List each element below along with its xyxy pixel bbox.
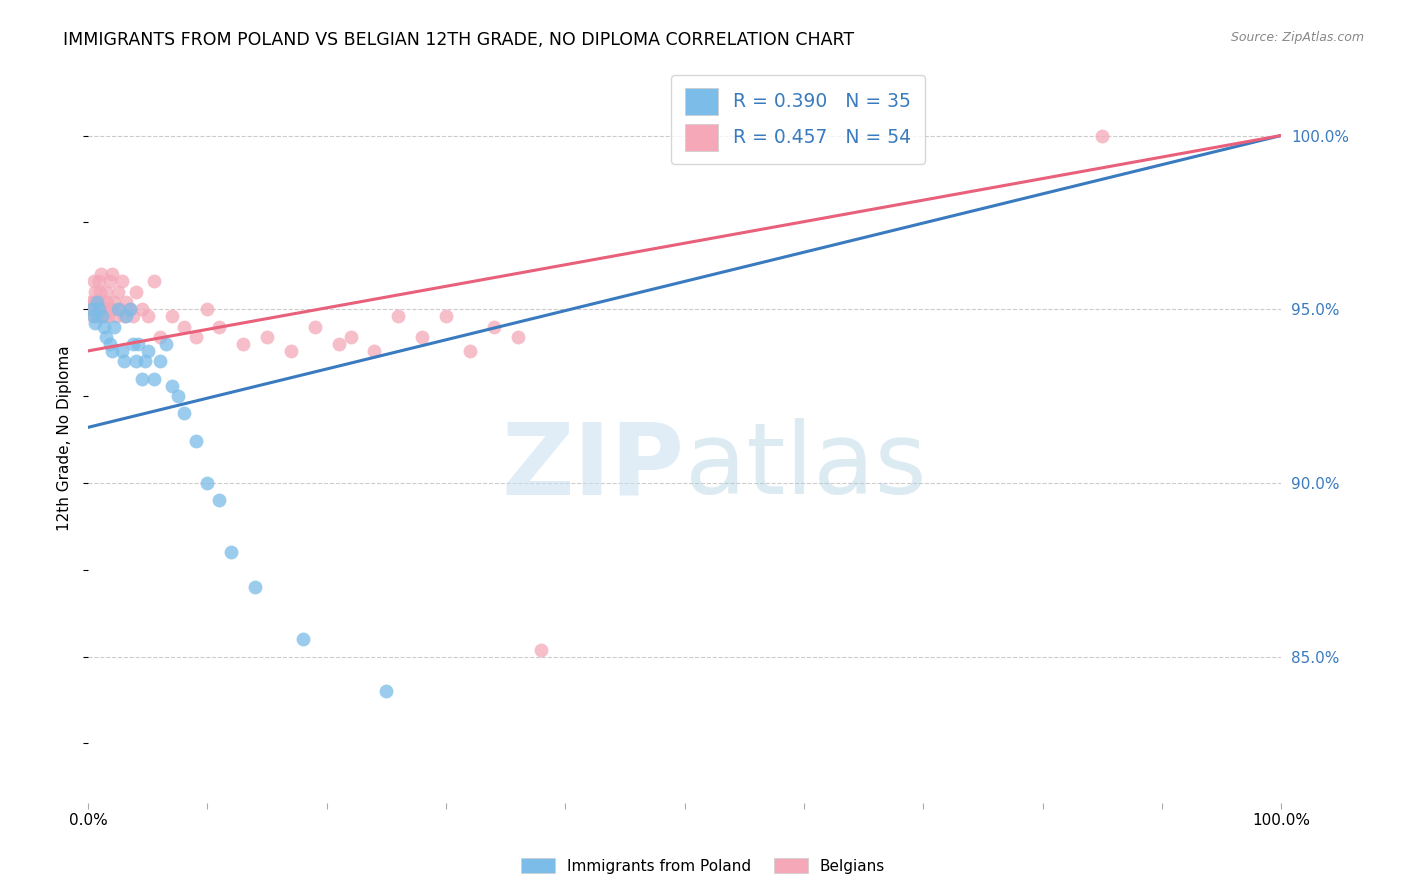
Point xyxy=(482,319,505,334)
Point xyxy=(221,545,243,559)
Point xyxy=(115,309,138,323)
Point xyxy=(110,274,132,288)
Point xyxy=(328,337,350,351)
Point xyxy=(155,337,177,351)
Point xyxy=(83,274,105,288)
Point xyxy=(96,295,118,310)
Point xyxy=(160,378,183,392)
Point xyxy=(506,330,529,344)
Point xyxy=(84,316,107,330)
Point xyxy=(136,343,159,358)
Point xyxy=(115,295,138,310)
Point xyxy=(375,684,398,698)
Point xyxy=(112,309,135,323)
Point xyxy=(125,354,148,368)
Point xyxy=(387,309,409,323)
Point xyxy=(93,302,115,317)
Point xyxy=(94,309,117,323)
Point xyxy=(149,354,172,368)
Point xyxy=(94,285,117,299)
Point xyxy=(131,372,153,386)
Point xyxy=(97,309,120,323)
Point xyxy=(125,285,148,299)
Point xyxy=(82,309,104,323)
Point xyxy=(83,309,105,323)
Point xyxy=(149,330,172,344)
Point xyxy=(98,337,121,351)
Point xyxy=(79,295,101,310)
Point xyxy=(232,337,254,351)
Point xyxy=(101,343,124,358)
Point xyxy=(98,274,121,288)
Text: ZIP: ZIP xyxy=(502,418,685,516)
Point xyxy=(118,302,141,317)
Point xyxy=(94,330,117,344)
Point xyxy=(103,319,125,334)
Point xyxy=(131,302,153,317)
Point xyxy=(127,337,149,351)
Point xyxy=(87,302,110,317)
Point xyxy=(134,354,156,368)
Point xyxy=(184,434,207,449)
Point xyxy=(530,642,553,657)
Point xyxy=(86,309,108,323)
Point xyxy=(197,475,219,490)
Point xyxy=(86,302,108,317)
Point xyxy=(411,330,433,344)
Point xyxy=(80,302,103,317)
Point xyxy=(280,343,302,358)
Legend: R = 0.390   N = 35, R = 0.457   N = 54: R = 0.390 N = 35, R = 0.457 N = 54 xyxy=(672,75,925,164)
Point xyxy=(291,632,314,647)
Point xyxy=(107,302,129,317)
Point xyxy=(90,268,112,282)
Point xyxy=(107,285,129,299)
Point xyxy=(434,309,457,323)
Point xyxy=(173,319,195,334)
Point xyxy=(104,309,127,323)
Point xyxy=(304,319,326,334)
Point xyxy=(142,274,165,288)
Point xyxy=(80,302,103,317)
Text: IMMIGRANTS FROM POLAND VS BELGIAN 12TH GRADE, NO DIPLOMA CORRELATION CHART: IMMIGRANTS FROM POLAND VS BELGIAN 12TH G… xyxy=(63,31,855,49)
Point xyxy=(166,389,188,403)
Point xyxy=(197,302,219,317)
Point xyxy=(136,309,159,323)
Point xyxy=(173,406,195,420)
Point xyxy=(122,309,145,323)
Point xyxy=(118,302,141,317)
Point xyxy=(256,330,278,344)
Point xyxy=(208,493,231,508)
Point xyxy=(91,295,114,310)
Point xyxy=(86,295,108,310)
Point xyxy=(93,319,115,334)
Text: atlas: atlas xyxy=(685,418,927,516)
Point xyxy=(160,309,183,323)
Point xyxy=(112,354,135,368)
Text: Source: ZipAtlas.com: Source: ZipAtlas.com xyxy=(1230,31,1364,45)
Point xyxy=(142,372,165,386)
Point xyxy=(100,302,122,317)
Point xyxy=(184,330,207,344)
Point xyxy=(122,337,145,351)
Point xyxy=(103,295,125,310)
Point xyxy=(458,343,481,358)
Point xyxy=(87,274,110,288)
Y-axis label: 12th Grade, No Diploma: 12th Grade, No Diploma xyxy=(58,345,72,531)
Point xyxy=(84,285,107,299)
Point xyxy=(89,285,111,299)
Point xyxy=(339,330,361,344)
Point xyxy=(1091,128,1114,143)
Point xyxy=(110,343,132,358)
Point xyxy=(243,580,266,594)
Point xyxy=(83,295,105,310)
Point xyxy=(91,309,114,323)
Point xyxy=(363,343,385,358)
Point xyxy=(208,319,231,334)
Point xyxy=(110,302,132,317)
Legend: Immigrants from Poland, Belgians: Immigrants from Poland, Belgians xyxy=(515,852,891,880)
Point xyxy=(101,268,124,282)
